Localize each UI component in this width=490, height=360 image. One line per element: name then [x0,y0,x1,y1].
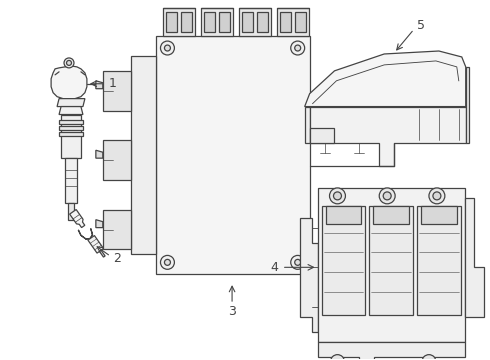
Bar [318,188,465,342]
Polygon shape [59,107,83,114]
Circle shape [67,60,72,66]
Text: 4: 4 [270,261,278,274]
Circle shape [379,188,395,204]
Circle shape [165,45,171,51]
Circle shape [433,192,441,200]
Bar [257,12,268,32]
Text: 2: 2 [113,252,121,265]
Polygon shape [305,107,310,143]
Text: 1: 1 [109,77,117,90]
Bar [294,12,306,32]
Circle shape [161,41,174,55]
Bar [373,206,409,224]
Bar [103,210,131,249]
Polygon shape [318,342,465,360]
Polygon shape [59,121,83,125]
Polygon shape [59,126,83,130]
Bar [164,8,196,36]
Polygon shape [310,107,466,166]
Circle shape [329,188,345,204]
Circle shape [383,192,391,200]
Polygon shape [96,81,103,89]
Bar [417,206,461,315]
Polygon shape [310,129,335,143]
Circle shape [64,58,74,68]
Polygon shape [59,132,83,136]
Bar [277,8,309,36]
Polygon shape [57,99,85,107]
Bar [201,8,233,36]
Bar [325,206,361,224]
Polygon shape [88,235,103,253]
Polygon shape [131,56,155,255]
Polygon shape [65,158,77,203]
Circle shape [291,255,305,269]
Bar [242,12,253,32]
Polygon shape [96,150,103,158]
Polygon shape [68,203,74,220]
Circle shape [161,255,174,269]
Bar [321,206,366,315]
Circle shape [165,260,171,265]
Bar [181,12,192,32]
Bar [280,12,291,32]
Polygon shape [78,229,93,239]
Bar [155,36,310,274]
Bar [219,12,230,32]
Circle shape [331,355,344,360]
Polygon shape [305,51,465,107]
Circle shape [429,188,445,204]
Polygon shape [70,210,85,228]
Bar [204,12,215,32]
Polygon shape [300,218,318,332]
Circle shape [294,260,301,265]
Bar [167,12,177,32]
Circle shape [291,41,305,55]
Circle shape [334,192,342,200]
Bar [421,206,457,224]
Bar [369,206,413,315]
Circle shape [294,45,301,51]
Text: 3: 3 [228,306,236,319]
Circle shape [422,355,436,360]
Bar [239,8,271,36]
Polygon shape [96,220,103,228]
Polygon shape [99,250,105,257]
Bar [103,71,131,111]
Text: 5: 5 [417,19,425,32]
Polygon shape [465,198,484,317]
Polygon shape [466,67,469,143]
Bar [103,140,131,180]
Polygon shape [51,66,87,99]
Polygon shape [61,114,81,158]
